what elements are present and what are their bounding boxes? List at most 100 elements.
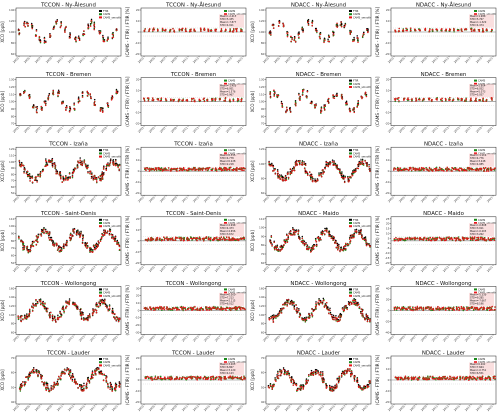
cams-smooth-point xyxy=(82,33,84,36)
panel-title: NDACC - Bremen xyxy=(296,72,342,78)
cams-smooth-point xyxy=(111,234,114,236)
cams-smooth-point xyxy=(70,238,72,240)
cams-smooth-point xyxy=(299,96,301,99)
panel-1-3: NDACC - Bremen(CAMS - FTIR) / FTIR [%] -2… xyxy=(375,72,497,134)
cams-smooth-point xyxy=(56,20,58,22)
x-tick-label: 2011 xyxy=(56,126,64,134)
cams-smooth-point xyxy=(159,100,162,102)
cams-smooth-point xyxy=(60,177,62,180)
x-tick-label: 2007 xyxy=(284,126,292,134)
cams-smooth-point xyxy=(459,167,461,170)
y-tick-label: 110 xyxy=(9,153,15,157)
cams-smooth-point xyxy=(281,106,284,108)
ftir-point xyxy=(60,246,62,249)
cams-smooth-point xyxy=(340,25,343,28)
cams-smooth-point xyxy=(236,27,238,30)
cams-smooth-point xyxy=(327,97,330,100)
ftir-point xyxy=(112,31,114,34)
x-tick-label: 2017 xyxy=(339,56,347,64)
x-tick-label: 2017 xyxy=(89,195,97,203)
cams-smooth-point xyxy=(23,248,25,250)
cams-smooth-point xyxy=(343,181,346,183)
cams-smooth-point xyxy=(43,228,45,231)
cams-smooth-point xyxy=(47,233,49,235)
ftir-point xyxy=(82,237,84,240)
cams-smooth-point xyxy=(493,167,496,170)
cams-smooth-point xyxy=(77,37,80,39)
cams-smooth-point xyxy=(185,169,188,171)
y-tick-label: 100 xyxy=(9,30,15,34)
ftir-point xyxy=(93,98,96,101)
ftir-point xyxy=(79,157,81,159)
cams-smooth-point xyxy=(30,246,32,248)
cams-smooth-point xyxy=(214,29,216,32)
cams-smooth-point xyxy=(220,167,222,170)
cams-smooth-point xyxy=(320,111,322,114)
cams-smooth-point xyxy=(77,101,80,104)
ftir-point xyxy=(69,32,71,34)
cams-smooth-point xyxy=(102,174,104,176)
cams-smooth-point xyxy=(32,106,35,108)
cams-smooth-point xyxy=(423,167,426,170)
cams-smooth-point xyxy=(29,249,32,252)
cams-smooth-point xyxy=(304,171,307,174)
ftir-point xyxy=(56,170,59,172)
cams-smooth-point xyxy=(285,106,288,109)
x-tick-label: 2019 xyxy=(475,56,483,64)
cams-smooth-point xyxy=(33,240,35,243)
y-tick-label: 120 xyxy=(9,147,15,151)
cams-smooth-point xyxy=(491,28,493,31)
cams-smooth-point xyxy=(20,165,22,168)
cams-smooth-point xyxy=(316,30,318,33)
cams-smooth-point xyxy=(106,232,108,234)
cams-smooth-point xyxy=(307,21,309,24)
cams-smooth-point xyxy=(367,31,369,34)
ftir-point xyxy=(314,178,316,180)
panel-title: NDACC - Izaña xyxy=(299,142,338,148)
cams-point xyxy=(454,167,456,169)
cams-smooth-point xyxy=(96,181,98,183)
cams-smooth-point xyxy=(47,97,49,99)
cams-smooth-point xyxy=(201,169,204,172)
cams-smooth-point xyxy=(93,102,96,105)
cams-smooth-point xyxy=(92,175,94,178)
y-tick-label: 20 xyxy=(386,147,390,151)
x-tick-label: 2015 xyxy=(203,126,211,134)
cams-smooth-point xyxy=(323,41,325,44)
cams-smooth-point xyxy=(412,168,415,170)
panel-title: NDACC - Izaña xyxy=(424,142,463,148)
y-tick-label: 80 xyxy=(261,177,265,181)
x-tick-label: 2019 xyxy=(225,265,233,273)
y-tick-label: 0 xyxy=(138,169,140,173)
cams-smooth-point xyxy=(364,160,366,162)
ftir-point xyxy=(332,32,335,34)
x-tick-label: 2013 xyxy=(317,195,325,203)
cams-smooth-point xyxy=(341,98,344,100)
ftir-point xyxy=(278,19,281,22)
cams-smooth-point xyxy=(182,99,184,102)
cams-smooth-point xyxy=(66,240,68,243)
ftir-point xyxy=(102,37,105,39)
cams-smooth-point xyxy=(474,30,476,32)
cams-smooth-point xyxy=(94,104,97,107)
cams-smooth-point xyxy=(320,108,323,110)
cams-smooth-point xyxy=(71,235,73,237)
cams-smooth-point xyxy=(27,251,30,253)
cams-smooth-point xyxy=(173,31,176,33)
legend-swatch xyxy=(474,149,477,152)
cams-smooth-point xyxy=(60,249,63,251)
cams-smooth-point xyxy=(147,238,150,240)
cams-smooth-point xyxy=(341,94,343,96)
x-tick-label: 2011 xyxy=(56,195,64,203)
cams-smooth-point xyxy=(313,104,316,106)
ftir-point xyxy=(363,31,365,34)
cams-smooth-point xyxy=(431,98,433,101)
cams-smooth-point xyxy=(26,249,29,251)
legend-label: CAMS_smooth xyxy=(353,15,371,19)
cams-smooth-point xyxy=(478,30,480,33)
cams-smooth-point xyxy=(95,177,98,180)
cams-smooth-point xyxy=(436,29,439,31)
